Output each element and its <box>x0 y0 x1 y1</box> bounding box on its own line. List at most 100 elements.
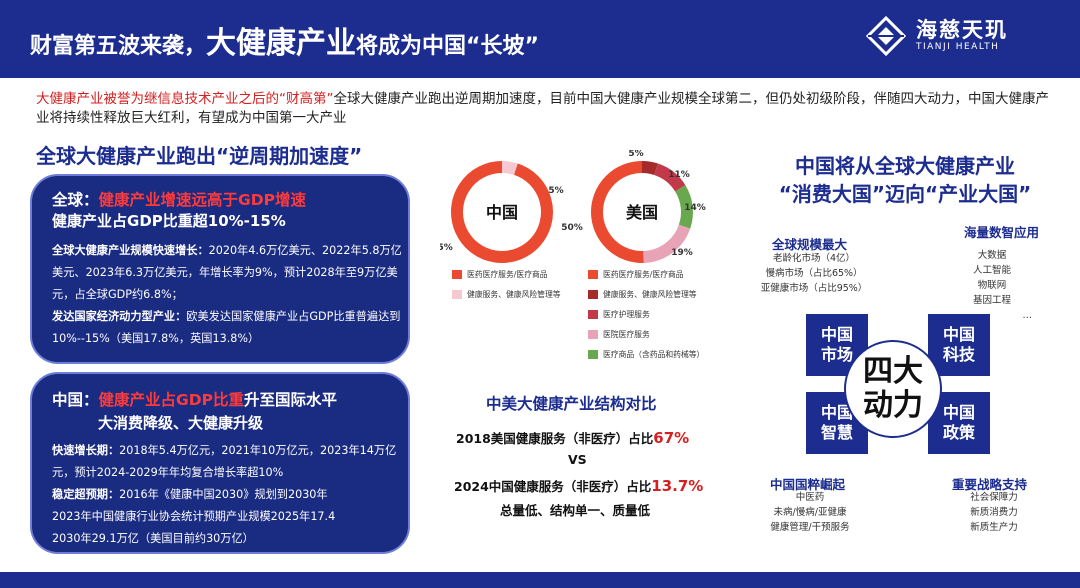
donut-data-label: 95% <box>440 243 453 253</box>
donut-slice <box>451 161 553 263</box>
legend-item: 医药医疗服务/医疗商品 <box>452 264 561 284</box>
china-p4-text: 2030年29.1万亿（美国目前约30万亿） <box>52 532 254 545</box>
donut-data-label: 5% <box>628 150 643 159</box>
donut-slice <box>501 161 518 175</box>
legend-item: 健康服务、健康风险管理等 <box>588 284 704 304</box>
four-drivers-center: 四大 动力 <box>844 340 942 438</box>
global-p1-text: 2020年4.6万亿美元、2022年5.8万亿美元、2023年6.3万亿美元，年… <box>52 244 402 301</box>
donut-center-label: 美国 <box>626 203 658 222</box>
legend-item: 医院医疗服务 <box>588 324 704 344</box>
list-item: 老龄化市场（4亿） <box>772 253 856 264</box>
intro-paragraph: 大健康产业被誉为继信息技术产业之后的“财高第”全球大健康产业跑出逆周期加速度，目… <box>36 90 1056 128</box>
compare-us-pct: 67% <box>653 429 690 447</box>
title-part-3: 将成为中国“长坡” <box>356 34 539 59</box>
compare-title: 中美大健康产业结构对比 <box>486 395 657 413</box>
global-card: 全球：健康产业增速远高于GDP增速 健康产业占GDP比重超10%-15% 全球大… <box>30 174 410 364</box>
logo-icon <box>866 16 906 56</box>
legend-swatch <box>588 329 598 339</box>
global-card-heading: 全球：健康产业增速远高于GDP增速 <box>52 188 306 210</box>
wisdom-group-title: 中国国粹崛起 <box>770 477 846 492</box>
legend-item: 医疗商品（含药品和药械等） <box>588 344 704 364</box>
logo-text-cn: 海慈天玑 <box>916 18 1008 42</box>
driver-market-label: 中国 市场 <box>820 325 853 364</box>
legend-swatch <box>452 269 462 279</box>
china-highlight: 健康产业占GDP比重 <box>98 391 244 409</box>
market-group-list: 老龄化市场（4亿） 慢病市场（占比65%） 亚健康市场（占比95%） <box>744 251 884 296</box>
china-legend: 医药医疗服务/医疗商品健康服务、健康风险管理等 <box>452 264 561 304</box>
donut-data-label: 19% <box>671 248 693 258</box>
right-title-line-1: 中国将从全球大健康产业 <box>795 154 1015 178</box>
china-p1-text: 2018年5.4万亿元，2021年10万亿元，2023年14万亿元，预计2024… <box>52 444 397 479</box>
policy-group-title: 重要战略支持 <box>952 477 1028 492</box>
title-part-2: 大健康产业 <box>206 26 357 61</box>
donut-data-label: 14% <box>684 203 706 213</box>
footer-bar <box>0 572 1080 588</box>
china-p2-bold: 稳定超预期： <box>52 488 120 501</box>
list-item: 未病/慢病/亚健康 <box>773 507 847 518</box>
list-item: 新质消费力 <box>970 507 1018 518</box>
legend-swatch <box>452 289 462 299</box>
china-subtitle: 大消费降级、大健康升级 <box>98 414 264 432</box>
legend-swatch <box>588 349 598 359</box>
list-item: … <box>1022 310 1033 321</box>
compare-cn-pct: 13.7% <box>651 477 704 495</box>
list-item: 慢病市场（占比65%） <box>765 268 863 279</box>
compare-us-line: 2018美国健康服务（非医疗）占比67% <box>456 428 689 447</box>
driver-tech-box: 中国 科技 <box>928 314 990 376</box>
global-p2-text: 欧美发达国家健康产业占GDP比重普遍达到10%--15%（美国17.8%，英国1… <box>52 310 401 345</box>
four-drivers-label: 四大 动力 <box>863 354 923 423</box>
legend-label: 健康服务、健康风险管理等 <box>467 289 561 299</box>
legend-item: 医药医疗服务/医疗商品 <box>588 264 704 284</box>
wisdom-group-list: 中医药 未病/慢病/亚健康 健康管理/干预服务 <box>750 490 870 535</box>
legend-label: 医疗护理服务 <box>603 309 650 319</box>
list-item: 物联网 <box>977 280 1007 291</box>
us-legend: 医药医疗服务/医疗商品健康服务、健康风险管理等 医疗护理服务 医院医疗服务医疗商品（… <box>588 264 704 364</box>
donut-data-label: 11% <box>668 170 690 180</box>
donut-slice <box>641 161 658 176</box>
donut-slice <box>591 161 644 263</box>
donut-data-label: 5% <box>548 186 563 196</box>
list-item: 健康管理/干预服务 <box>770 522 850 533</box>
right-title-line-2: “消费大国”迈向“产业大国” <box>778 182 1032 206</box>
china-body: 快速增长期：2018年5.4万亿元，2021年10万亿元，2023年14万亿元，… <box>52 440 402 550</box>
legend-label: 健康服务、健康风险管理等 <box>603 289 697 299</box>
legend-swatch <box>588 269 598 279</box>
legend-swatch <box>588 309 598 319</box>
list-item: 新质生产力 <box>970 522 1018 533</box>
legend-swatch <box>588 289 598 299</box>
policy-group-list: 社会保障力 新质消费力 新质生产力 <box>952 490 1036 535</box>
legend-label: 医药医疗服务/医疗商品 <box>603 269 684 279</box>
legend-label: 医院医疗服务 <box>603 329 650 339</box>
tech-group-title: 海量数智应用 <box>964 225 1040 240</box>
driver-wisdom-label: 中国 智慧 <box>820 403 853 442</box>
list-item: 人工智能 <box>972 265 1011 276</box>
driver-policy-label: 中国 政策 <box>942 403 975 442</box>
compare-vs: VS <box>568 452 587 467</box>
page-title: 财富第五波来袭，大健康产业将成为中国“长坡” <box>30 18 539 62</box>
legend-item: 医疗护理服务 <box>588 304 704 324</box>
donut-data-label: 50% <box>561 223 583 233</box>
list-item: 亚健康市场（占比95%） <box>760 283 868 294</box>
donut-center-label: 中国 <box>486 203 518 222</box>
donut-slice <box>674 185 693 229</box>
compare-cn-text: 2024中国健康服务（非医疗）占比 <box>454 479 652 494</box>
intro-text: 全球大健康产业跑出逆周期加速度，目前中国大健康产业规模全球第二，但仍处初级阶段，… <box>36 91 1049 126</box>
china-p3-text: 2023年中国健康行业协会统计预期产业规模2025年17.4 <box>52 510 336 523</box>
global-highlight: 健康产业增速远高于GDP增速 <box>98 191 306 209</box>
intro-highlight: 大健康产业被誉为继信息技术产业之后的“财高第” <box>36 91 334 107</box>
tech-group-list: 大数据 人工智能 物联网 基因工程 … <box>952 248 1032 323</box>
driver-tech-label: 中国 科技 <box>942 325 975 364</box>
global-p2-bold: 发达国家经济动力型产业： <box>52 310 187 323</box>
list-item: 基因工程 <box>972 295 1011 306</box>
compare-us-text: 2018美国健康服务（非医疗）占比 <box>456 431 654 446</box>
global-subtitle: 健康产业占GDP比重超10%-15% <box>52 212 286 230</box>
logo-text-en: TIANJI HEALTH <box>916 42 1000 52</box>
china-label: 中国： <box>52 391 99 409</box>
china-label-rest: 升至国际水平 <box>243 391 337 409</box>
compare-cn-line: 2024中国健康服务（非医疗）占比13.7% <box>454 476 703 495</box>
legend-item: 健康服务、健康风险管理等 <box>452 284 561 304</box>
china-p2-text: 2016年《健康中国2030》规划到2030年 <box>119 488 328 501</box>
title-part-1: 财富第五波来袭， <box>30 34 207 59</box>
china-p1-bold: 快速增长期： <box>52 444 120 457</box>
donut-slice <box>653 163 686 192</box>
